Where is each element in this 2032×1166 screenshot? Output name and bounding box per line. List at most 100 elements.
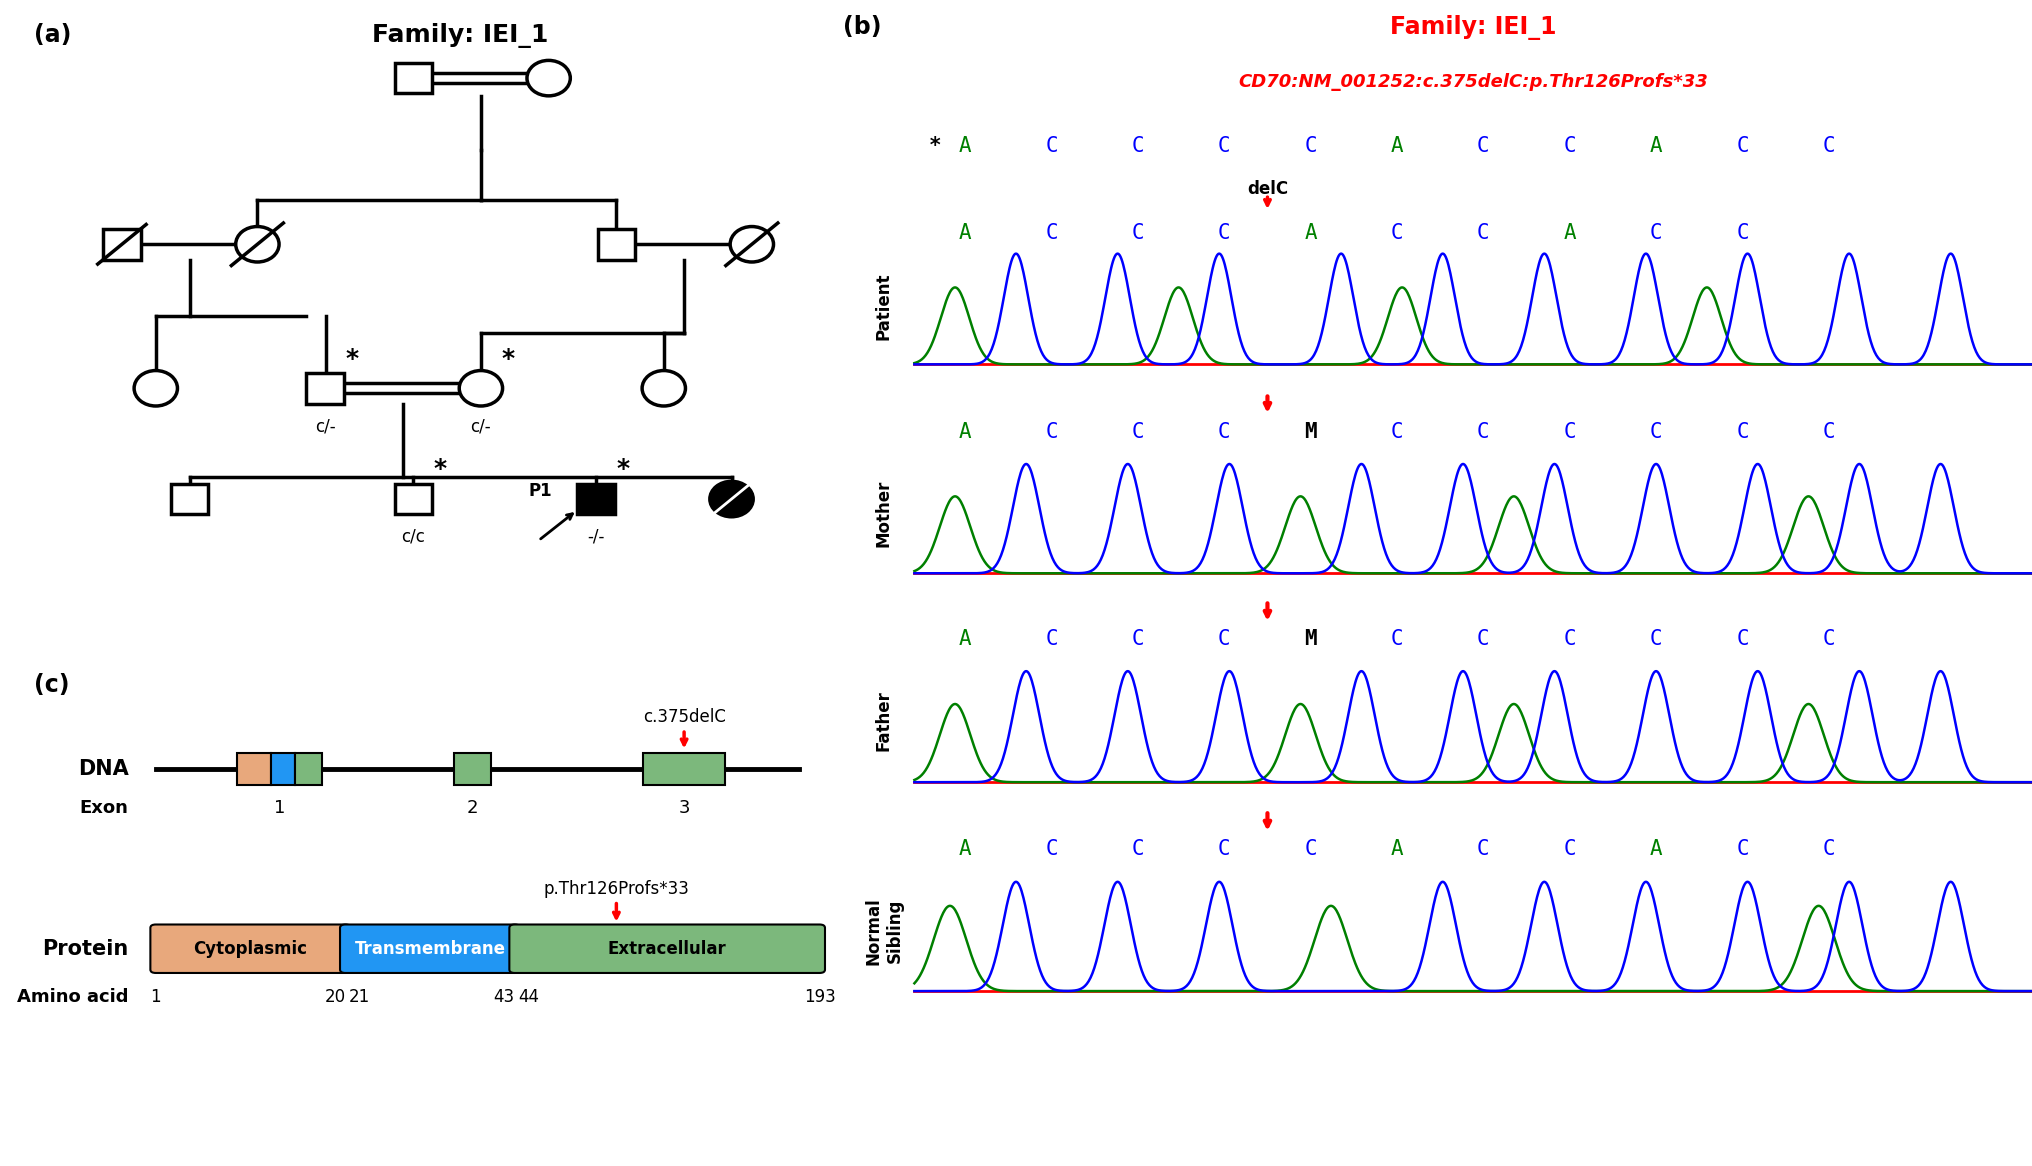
FancyBboxPatch shape xyxy=(339,925,520,972)
Text: *: * xyxy=(433,457,447,482)
Text: Family: IEI_1: Family: IEI_1 xyxy=(1390,15,1557,40)
Text: C: C xyxy=(1823,840,1835,859)
Text: A: A xyxy=(1390,135,1404,156)
Text: -/-: -/- xyxy=(587,528,606,546)
Text: Exon: Exon xyxy=(79,800,128,817)
Text: Patient: Patient xyxy=(876,273,892,339)
Text: c/-: c/- xyxy=(471,417,492,435)
Text: c/c: c/c xyxy=(400,528,425,546)
Text: Family: IEI_1: Family: IEI_1 xyxy=(372,23,549,48)
Bar xyxy=(453,753,492,785)
Text: Cytoplasmic: Cytoplasmic xyxy=(193,940,307,957)
Circle shape xyxy=(526,61,571,96)
Bar xyxy=(597,229,636,260)
Bar xyxy=(171,484,209,514)
Text: (b): (b) xyxy=(843,15,882,38)
Text: C: C xyxy=(1390,630,1404,649)
Text: C: C xyxy=(1823,135,1835,156)
Bar xyxy=(644,753,725,785)
Text: A: A xyxy=(1650,840,1662,859)
Text: C: C xyxy=(1735,630,1750,649)
Text: C: C xyxy=(1132,840,1144,859)
Text: C: C xyxy=(1044,630,1059,649)
Text: 20: 20 xyxy=(325,989,345,1006)
Text: Amino acid: Amino acid xyxy=(16,989,128,1006)
Text: A: A xyxy=(1305,223,1317,244)
Text: C: C xyxy=(1477,422,1489,442)
Circle shape xyxy=(236,226,278,262)
Circle shape xyxy=(642,371,685,406)
Text: C: C xyxy=(1217,223,1231,244)
Bar xyxy=(238,753,270,785)
Text: *: * xyxy=(929,135,941,156)
Bar xyxy=(307,373,343,403)
Text: c.375delC: c.375delC xyxy=(642,708,725,726)
Text: C: C xyxy=(1477,135,1489,156)
Text: C: C xyxy=(1217,630,1231,649)
Text: C: C xyxy=(1132,135,1144,156)
Text: DNA: DNA xyxy=(77,759,128,779)
Text: C: C xyxy=(1217,422,1231,442)
Text: C: C xyxy=(1650,630,1662,649)
Bar xyxy=(104,229,140,260)
Text: C: C xyxy=(1044,422,1059,442)
Text: C: C xyxy=(1305,135,1317,156)
Text: Protein: Protein xyxy=(43,939,128,958)
Text: 21: 21 xyxy=(350,989,370,1006)
Text: C: C xyxy=(1735,422,1750,442)
Text: Extracellular: Extracellular xyxy=(608,940,727,957)
Text: Mother: Mother xyxy=(876,479,892,547)
Text: 43: 43 xyxy=(494,989,514,1006)
Text: A: A xyxy=(1563,223,1577,244)
Text: C: C xyxy=(1650,422,1662,442)
Text: C: C xyxy=(1477,223,1489,244)
Text: delC: delC xyxy=(1248,181,1288,198)
Text: 1: 1 xyxy=(274,800,284,817)
Text: C: C xyxy=(1477,630,1489,649)
Text: A: A xyxy=(959,135,971,156)
Text: p.Thr126Profs*33: p.Thr126Profs*33 xyxy=(543,880,689,898)
Text: C: C xyxy=(1735,223,1750,244)
Bar xyxy=(577,484,616,514)
Text: C: C xyxy=(1217,135,1231,156)
Text: C: C xyxy=(1217,840,1231,859)
Text: A: A xyxy=(959,840,971,859)
Text: C: C xyxy=(1044,223,1059,244)
Circle shape xyxy=(459,371,502,406)
Text: C: C xyxy=(1563,422,1577,442)
Text: C: C xyxy=(1132,422,1144,442)
Text: 2: 2 xyxy=(467,800,478,817)
Bar xyxy=(394,63,431,93)
Text: A: A xyxy=(1650,135,1662,156)
Text: A: A xyxy=(959,630,971,649)
FancyBboxPatch shape xyxy=(510,925,825,972)
Circle shape xyxy=(134,371,177,406)
Text: C: C xyxy=(1132,223,1144,244)
Circle shape xyxy=(709,482,754,517)
Text: Normal
Sibling: Normal Sibling xyxy=(864,897,904,964)
Text: C: C xyxy=(1563,630,1577,649)
Circle shape xyxy=(729,226,774,262)
Bar xyxy=(295,753,321,785)
Text: 1: 1 xyxy=(150,989,161,1006)
Text: *: * xyxy=(345,346,358,371)
Text: C: C xyxy=(1044,135,1059,156)
Text: *: * xyxy=(502,346,514,371)
Text: C: C xyxy=(1132,630,1144,649)
Text: C: C xyxy=(1477,840,1489,859)
Text: (a): (a) xyxy=(35,23,71,47)
Text: P1: P1 xyxy=(528,482,553,500)
Text: A: A xyxy=(959,223,971,244)
Text: C: C xyxy=(1305,840,1317,859)
Text: *: * xyxy=(616,457,630,482)
Text: C: C xyxy=(1735,840,1750,859)
Text: M: M xyxy=(1305,422,1317,442)
Text: Father: Father xyxy=(876,690,892,751)
Text: 3: 3 xyxy=(679,800,689,817)
Bar xyxy=(270,753,295,785)
Text: C: C xyxy=(1823,422,1835,442)
Text: M: M xyxy=(1305,630,1317,649)
Text: A: A xyxy=(959,422,971,442)
Text: C: C xyxy=(1650,223,1662,244)
Text: C: C xyxy=(1390,223,1404,244)
